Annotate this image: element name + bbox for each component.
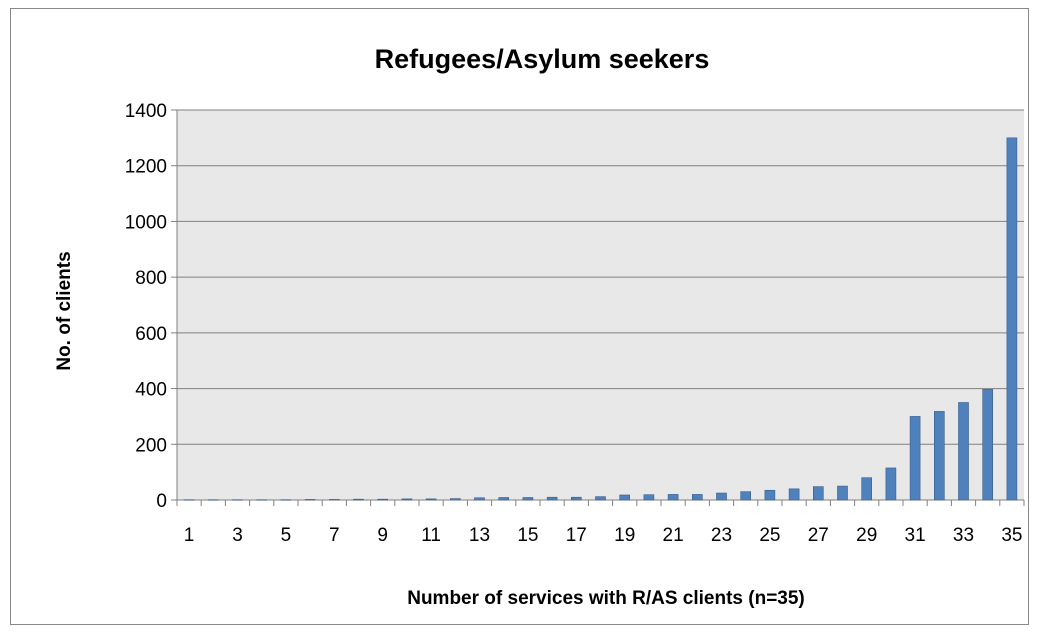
x-tick-label: 13: [469, 525, 490, 546]
x-tick-label: 27: [808, 525, 829, 546]
bar-12: [449, 498, 461, 501]
bar-32: [933, 411, 945, 501]
bar-21: [667, 494, 679, 501]
chart-frame: Refugees/Asylum seekers 0 200 400 600 800 100…: [10, 8, 1029, 625]
bar-28: [837, 485, 848, 501]
x-tick-label: 23: [711, 525, 732, 546]
x-tick-label: 17: [566, 525, 587, 546]
bar-34: [982, 389, 994, 501]
y-tick-label: 1400: [125, 101, 167, 122]
bar-5: [280, 499, 292, 501]
x-tick-label: 7: [329, 525, 340, 546]
bar-22: [691, 494, 703, 501]
bar-chart: Refugees/Asylum seekers 0 200 400 600 800 100…: [54, 44, 1025, 609]
bar-27: [812, 486, 824, 501]
x-tick-label: 21: [663, 525, 684, 546]
chart-title: Refugees/Asylum seekers: [375, 44, 710, 74]
x-tick-label: 33: [953, 525, 974, 546]
y-tick-label: 200: [135, 435, 167, 456]
bar-3: [232, 499, 243, 501]
bar-26: [788, 488, 800, 501]
plot-background: [177, 110, 1024, 500]
bar-31: [909, 416, 921, 501]
x-tick-label: 1: [184, 525, 195, 546]
x-tick-label: 29: [856, 525, 877, 546]
x-tick-label: 35: [1001, 525, 1022, 546]
y-axis-title: No. of clients: [54, 251, 75, 370]
bar-11: [425, 498, 437, 501]
x-tick-label: 9: [377, 525, 388, 546]
bar-16: [546, 496, 558, 501]
bar-1: [183, 499, 195, 501]
bar-33: [958, 402, 969, 501]
bar-17: [570, 496, 582, 501]
bar-24: [740, 491, 752, 501]
bar-30: [885, 467, 897, 501]
bar-7: [328, 499, 340, 501]
bar-18: [595, 496, 606, 501]
x-tick-label: 11: [421, 525, 441, 546]
bar-13: [474, 497, 485, 501]
bar-2: [208, 499, 219, 501]
bar-23: [716, 492, 727, 501]
bar-19: [619, 494, 631, 501]
x-tick-label: 15: [517, 525, 538, 546]
bar-15: [522, 497, 534, 501]
x-axis-title: Number of services with R/AS clients (n=…: [407, 588, 805, 609]
y-tick-label: 0: [156, 491, 167, 512]
bar-4: [256, 499, 267, 501]
bar-14: [498, 497, 510, 501]
x-tick-label: 31: [905, 525, 926, 546]
bar-25: [764, 489, 776, 501]
x-tick-label: 5: [281, 525, 292, 546]
x-tick-label: 25: [759, 525, 780, 546]
bar-29: [861, 477, 873, 501]
bar-6: [304, 499, 316, 501]
y-tick-label: 800: [135, 268, 167, 289]
y-tick-label: 1000: [125, 212, 167, 233]
x-tick-label: 3: [232, 525, 243, 546]
bar-35: [1006, 137, 1018, 501]
y-tick-label: 600: [135, 324, 167, 345]
y-tick-label: 400: [135, 380, 167, 401]
bar-8: [353, 498, 364, 501]
bar-9: [377, 498, 389, 501]
x-tick-label: 19: [614, 525, 635, 546]
y-tick-label: 1200: [125, 157, 167, 178]
bar-10: [401, 498, 413, 501]
bar-20: [643, 494, 655, 501]
